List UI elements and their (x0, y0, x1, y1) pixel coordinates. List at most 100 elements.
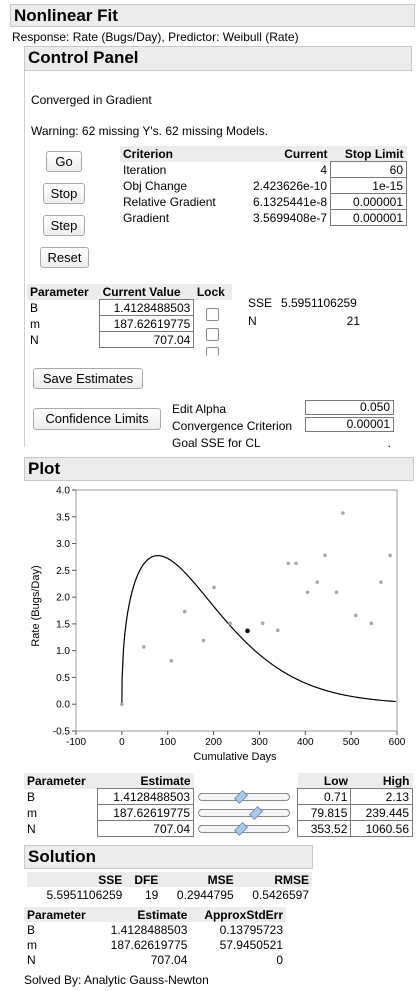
x-tick-label: 400 (297, 737, 314, 748)
data-point (286, 561, 291, 566)
stop-limit-input[interactable]: 0.000001 (330, 193, 407, 210)
convergence-status: Converged in Gradient (31, 93, 152, 107)
data-point (228, 621, 232, 626)
low-input[interactable]: 353.52 (296, 820, 352, 837)
criterion-current: 2.423626e-10 (252, 178, 328, 193)
limits-row: 0.71 2.13 (296, 788, 413, 805)
mse-value: 0.2944795 (176, 887, 234, 902)
criterion-name: Obj Change (123, 178, 188, 193)
limits-row: 79.815 239.445 (296, 804, 413, 821)
y-tick-label: 3.0 (56, 539, 70, 550)
stop-limit-input[interactable]: 60 (330, 161, 407, 178)
go-button[interactable]: Go (46, 151, 82, 172)
data-point (294, 561, 298, 566)
x-axis-label: Cumulative Days (193, 751, 277, 763)
data-point (275, 628, 280, 633)
convergence-criterion-label: Convergence Criterion (172, 419, 293, 433)
x-tick-label: 600 (389, 737, 406, 748)
sse-value: 5.5951106259 (46, 887, 123, 902)
solution-stderr: 0.13795723 (219, 922, 283, 937)
lock-checkbox-m[interactable] (206, 328, 219, 341)
limits-header-row: Low High (297, 773, 413, 789)
stop-limit-col-header: Stop Limit (330, 146, 407, 162)
estimate-input[interactable]: 707.04 (97, 820, 194, 837)
y-tick-label: 2.0 (56, 593, 70, 604)
high-input[interactable]: 2.13 (350, 788, 413, 805)
control-panel-header[interactable]: Control Panel (24, 46, 412, 71)
data-point (353, 613, 358, 618)
high-input[interactable]: 1060.56 (350, 820, 413, 837)
stop-limit-input[interactable]: 1e-15 (330, 177, 407, 194)
stop-button[interactable]: Stop (43, 183, 85, 204)
y-axis-label: Rate (Bugs/Day) (30, 565, 42, 646)
high-input[interactable]: 239.445 (350, 804, 413, 821)
parameter-value-input[interactable]: 1.4128488503 (99, 299, 195, 316)
estimate-input[interactable]: 187.62619775 (97, 804, 194, 821)
criterion-name: Relative Gradient (123, 194, 216, 209)
reset-button[interactable]: Reset (40, 247, 89, 268)
y-tick-label: -0.5 (53, 727, 71, 738)
response-line: Response: Rate (Bugs/Day), Predictor: We… (12, 30, 299, 44)
estimate-slider-m[interactable] (198, 806, 290, 820)
estimate-param-name: m (27, 805, 37, 820)
control-panel-border (24, 71, 25, 447)
y-tick-label: 4.0 (56, 486, 70, 497)
slider-thumb[interactable] (248, 806, 263, 820)
data-point (334, 590, 339, 595)
solution-param-header-row: Parameter Estimate ApproxStdErr (24, 907, 286, 922)
plot-layer: -100 0 100 200 300 400 500 600 -0.5 0.0 0.5 1.0 1.5 2… (53, 486, 406, 749)
low-input[interactable]: 0.71 (296, 788, 352, 805)
solution-param-row: N 707.04 0 (24, 952, 286, 967)
estimate-slider-n[interactable] (198, 822, 290, 836)
plot-header[interactable]: Plot (24, 457, 414, 481)
slider-thumb[interactable] (233, 822, 248, 836)
lock-checkbox-n[interactable] (206, 347, 219, 356)
stop-limit-input[interactable]: 0.000001 (330, 209, 407, 226)
x-tick-label: -100 (66, 737, 86, 748)
solution-param-row: B 1.4128488503 0.13795723 (24, 922, 286, 937)
sse-value: 5.5951106259 (281, 296, 357, 310)
current-col-header: Current (235, 146, 331, 162)
data-point (388, 553, 392, 558)
parameter-col-header: Parameter (24, 907, 98, 922)
criterion-col-header: Criterion (120, 146, 236, 162)
parameter-row: B 1.4128488503 (27, 299, 232, 316)
slider-thumb[interactable] (233, 790, 248, 804)
approx-std-err-col-header: ApproxStdErr (190, 907, 286, 922)
x-tick-label: 500 (343, 737, 360, 748)
limits-row: 353.52 1060.56 (296, 820, 413, 837)
convergence-criterion-input[interactable]: 0.00001 (305, 417, 394, 432)
estimate-header-row: Parameter Estimate (24, 773, 194, 789)
parameter-value-input[interactable]: 187.62619775 (99, 315, 195, 332)
parameter-name: m (30, 316, 40, 331)
step-button[interactable]: Step (43, 215, 85, 236)
parameter-name: N (30, 332, 39, 347)
low-input[interactable]: 79.815 (296, 804, 352, 821)
data-point (379, 580, 383, 584)
criterion-row: Gradient 3.5699408e-7 0.000001 (120, 209, 407, 226)
solution-param-name: N (27, 952, 36, 967)
control-panel-title: Control Panel (28, 48, 139, 67)
high-col-header: High (350, 773, 413, 789)
criterion-name: Gradient (123, 210, 170, 225)
data-point (212, 585, 216, 590)
criterion-row: Iteration 4 60 (120, 161, 407, 178)
solved-by: Solved By: Analytic Gauss-Newton (24, 973, 209, 987)
estimate-slider-b[interactable] (198, 790, 290, 804)
x-tick-label: 0 (119, 737, 125, 748)
solution-header[interactable]: Solution (24, 845, 313, 869)
criterion-current: 3.5699408e-7 (252, 210, 328, 225)
parameter-value-input[interactable]: 707.04 (99, 331, 195, 348)
report-title[interactable]: Nonlinear Fit (10, 4, 415, 27)
edit-alpha-input[interactable]: 0.050 (305, 400, 394, 415)
estimate-row: N 707.04 (24, 820, 194, 837)
parameter-table: Parameter Current Value Lock B 1.4128488… (27, 284, 232, 348)
estimate-input[interactable]: 1.4128488503 (97, 788, 194, 805)
criterion-header-row: Criterion Current Stop Limit (120, 146, 407, 162)
confidence-limits-button[interactable]: Confidence Limits (33, 408, 161, 430)
save-estimates-button[interactable]: Save Estimates (33, 368, 143, 389)
data-point (182, 609, 187, 614)
estimate-table: Parameter Estimate B 1.4128488503 m 187.… (24, 773, 194, 837)
criterion-row: Relative Gradient 6.1325441e-8 0.000001 (120, 193, 407, 210)
lock-checkbox-b[interactable] (206, 308, 219, 321)
